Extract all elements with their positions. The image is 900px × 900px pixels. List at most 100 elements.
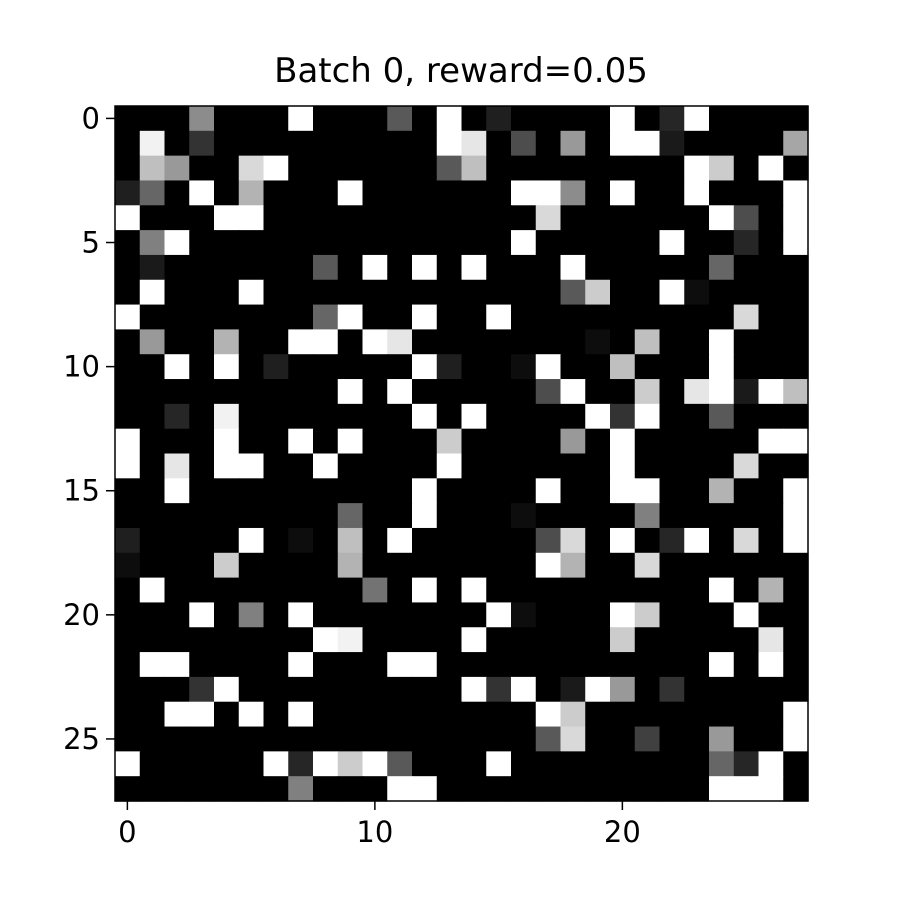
heatmap-cell xyxy=(164,676,190,703)
heatmap-cell xyxy=(238,701,265,728)
heatmap-cell xyxy=(486,403,512,430)
heatmap-cell xyxy=(733,180,760,206)
heatmap-cell xyxy=(659,155,685,182)
heatmap-cell xyxy=(387,304,413,330)
heatmap-cell xyxy=(115,279,141,306)
heatmap-cell xyxy=(189,279,215,306)
heatmap-cell xyxy=(362,726,388,752)
heatmap-cell xyxy=(758,726,784,752)
heatmap-cell xyxy=(412,106,438,132)
heatmap-cell xyxy=(758,776,784,802)
heatmap-cell xyxy=(684,701,710,728)
heatmap-cell xyxy=(313,279,339,306)
heatmap-cell xyxy=(535,627,562,653)
heatmap-cell xyxy=(164,354,190,380)
heatmap-cell xyxy=(139,627,166,653)
heatmap-cell xyxy=(610,254,636,281)
heatmap-cell xyxy=(758,354,784,380)
heatmap-cell xyxy=(115,776,141,802)
heatmap-cell xyxy=(214,230,240,256)
heatmap-cell xyxy=(684,478,710,504)
heatmap-cell xyxy=(263,304,289,330)
heatmap-cell xyxy=(560,354,586,380)
heatmap-cell xyxy=(659,577,685,604)
heatmap-cell xyxy=(461,329,487,355)
heatmap-cell xyxy=(709,577,735,604)
heatmap-cell xyxy=(115,577,141,604)
heatmap-cell xyxy=(362,254,388,281)
heatmap-cell xyxy=(288,726,314,752)
heatmap-cell xyxy=(337,329,364,355)
heatmap-cell xyxy=(164,155,190,182)
heatmap-cell xyxy=(189,230,215,256)
heatmap-cell xyxy=(263,130,289,157)
heatmap-cell xyxy=(412,627,438,653)
heatmap-cell xyxy=(783,751,809,777)
heatmap-cell xyxy=(436,304,463,330)
heatmap-cell xyxy=(164,652,190,678)
heatmap-cell xyxy=(214,379,240,405)
heatmap-cell xyxy=(659,478,685,504)
heatmap-cell xyxy=(733,354,760,380)
heatmap-cell xyxy=(139,676,166,703)
heatmap-cell xyxy=(610,428,636,455)
heatmap-cell xyxy=(313,428,339,455)
heatmap-cell xyxy=(461,726,487,752)
heatmap-cell xyxy=(684,577,710,604)
heatmap-cell xyxy=(238,676,265,703)
heatmap-cell xyxy=(535,652,562,678)
heatmap-cell xyxy=(511,279,537,306)
heatmap-cell xyxy=(139,527,166,554)
heatmap-cell xyxy=(560,230,586,256)
heatmap-cell xyxy=(214,627,240,653)
heatmap-cell xyxy=(535,577,562,604)
heatmap-cell xyxy=(263,428,289,455)
heatmap-cell xyxy=(783,106,809,132)
heatmap-cell xyxy=(387,527,413,554)
heatmap-cell xyxy=(733,478,760,504)
heatmap-cell xyxy=(535,130,562,157)
heatmap-cell xyxy=(585,354,611,380)
heatmap-cell xyxy=(709,652,735,678)
heatmap-cell xyxy=(214,726,240,752)
heatmap-cell xyxy=(436,453,463,479)
heatmap-cell xyxy=(238,751,265,777)
heatmap-cell xyxy=(313,627,339,653)
heatmap-cell xyxy=(634,726,661,752)
heatmap-cell xyxy=(263,652,289,678)
heatmap-cell xyxy=(684,503,710,529)
heatmap-cell xyxy=(214,180,240,206)
heatmap-cell xyxy=(486,155,512,182)
heatmap-cell xyxy=(486,106,512,132)
heatmap-cell xyxy=(634,527,661,554)
heatmap-cell xyxy=(758,106,784,132)
heatmap-cell xyxy=(684,304,710,330)
heatmap-cell xyxy=(164,527,190,554)
heatmap-cell xyxy=(387,230,413,256)
heatmap-cell xyxy=(461,503,487,529)
heatmap-cell xyxy=(535,205,562,231)
heatmap-cell xyxy=(486,428,512,455)
heatmap-cell xyxy=(461,106,487,132)
heatmap-cell xyxy=(238,329,265,355)
heatmap-cell xyxy=(238,354,265,380)
heatmap-cell xyxy=(511,205,537,231)
heatmap-cell xyxy=(362,106,388,132)
heatmap-cell xyxy=(189,106,215,132)
heatmap-cell xyxy=(362,130,388,157)
heatmap-cell xyxy=(783,279,809,306)
heatmap-cell xyxy=(610,602,636,628)
heatmap-cell xyxy=(486,627,512,653)
heatmap-cells xyxy=(115,106,809,802)
heatmap-cell xyxy=(585,751,611,777)
heatmap-cell xyxy=(412,453,438,479)
heatmap-cell xyxy=(387,379,413,405)
heatmap-cell xyxy=(486,577,512,604)
heatmap-cell xyxy=(758,602,784,628)
heatmap-cell xyxy=(313,701,339,728)
heatmap-cell xyxy=(214,254,240,281)
heatmap-cell xyxy=(115,130,141,157)
heatmap-cell xyxy=(783,428,809,455)
heatmap-cell xyxy=(659,602,685,628)
heatmap-cell xyxy=(560,205,586,231)
